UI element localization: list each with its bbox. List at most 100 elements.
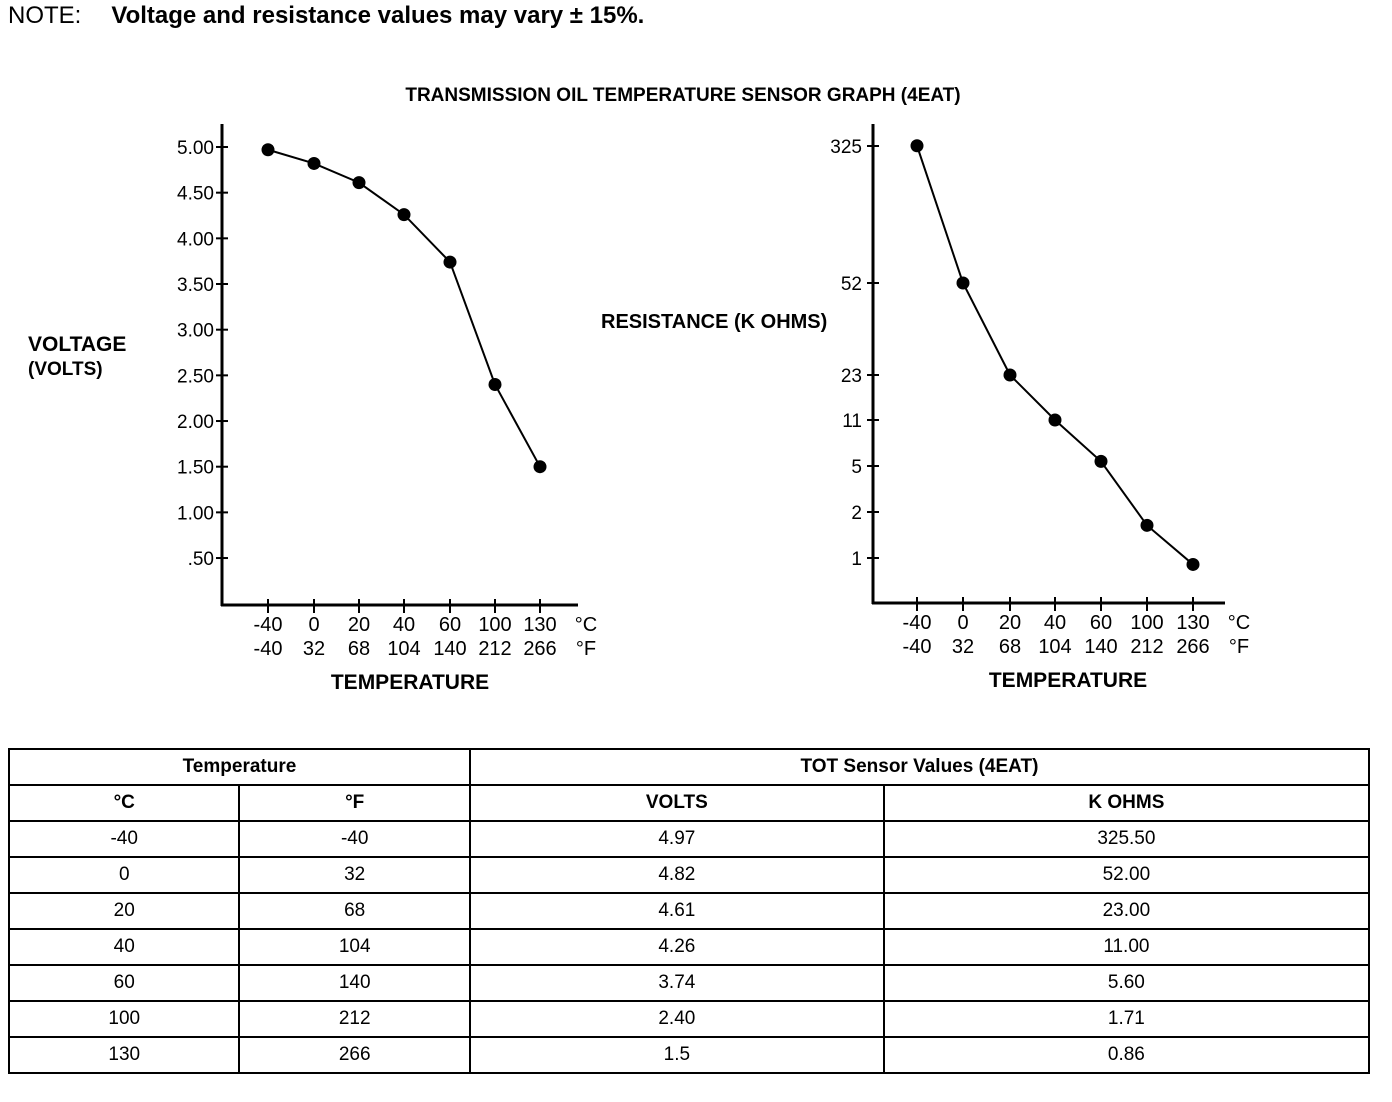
table-row: 40 104 4.26 11.00 [7, 928, 1371, 966]
y-tick-label: 2.00 [177, 412, 214, 433]
column-header: °F [238, 784, 471, 822]
table-cell: 2.40 [468, 1000, 885, 1038]
x-tick-label-f: 32 [952, 636, 974, 658]
table-cell: 4.97 [468, 820, 885, 858]
resistance-point [1048, 413, 1062, 427]
x-tick-label-f: 68 [999, 636, 1021, 658]
table-cell: 1.71 [882, 1000, 1371, 1038]
voltage-point [261, 143, 275, 157]
x-tick-label-f: -40 [903, 636, 932, 658]
table-row: -40 -40 4.97 325.50 [7, 820, 1371, 858]
table-cell: 32 [238, 856, 471, 894]
table-cell: 4.82 [468, 856, 885, 894]
table-cell: -40 [7, 820, 241, 858]
column-header: K OHMS [882, 784, 1371, 822]
table-cell: 104 [238, 928, 471, 966]
note-text: Voltage and resistance values may vary ±… [111, 2, 645, 29]
resistance-line [916, 145, 1194, 566]
group-temperature: Temperature [8, 748, 471, 786]
x-tick-label-f: 104 [387, 638, 420, 660]
charts: TRANSMISSION OIL TEMPERATURE SENSOR GRAP… [28, 85, 1250, 694]
x-tick-label-f: -40 [254, 638, 283, 660]
x-tick-label-f: 212 [478, 638, 511, 660]
table-cell: 4.26 [468, 928, 885, 966]
table-cell: 23.00 [882, 892, 1371, 930]
table-cell: -40 [238, 820, 471, 858]
x-tick-label-f: 32 [303, 638, 325, 660]
table-cell: 5.60 [882, 964, 1371, 1002]
y-tick-label: 11 [842, 411, 862, 432]
voltage-point [488, 377, 502, 391]
y-tick-label: 5.00 [177, 138, 214, 159]
x-tick-label-c: 0 [308, 614, 319, 636]
y-tick-label: 2 [851, 503, 862, 524]
unit-f: °F [1229, 636, 1249, 658]
group-tot: TOT Sensor Values (4EAT) [468, 748, 1371, 786]
voltage-point [443, 255, 457, 269]
table-cell: 266 [238, 1036, 471, 1074]
column-header: °C [7, 784, 241, 822]
x-tick-label-c: -40 [903, 612, 932, 634]
y-axis-label: (VOLTS) [28, 359, 103, 380]
resistance-point [956, 276, 970, 290]
resistance-point [1186, 557, 1200, 571]
y-tick-label: 2.50 [177, 366, 214, 387]
y-tick-label: 5 [851, 457, 862, 478]
table-cell: 140 [238, 964, 471, 1002]
y-axis-label: VOLTAGE [28, 333, 126, 356]
table-cell: 4.61 [468, 892, 885, 930]
x-axis-label: TEMPERATURE [331, 671, 489, 694]
x-tick-label-c: 40 [393, 614, 415, 636]
y-tick-label: 4.00 [177, 229, 214, 250]
y-tick-label: 4.50 [177, 184, 214, 205]
x-tick-label-c: 0 [957, 612, 968, 634]
table-row: 100 212 2.40 1.71 [7, 1000, 1371, 1038]
table-cell: 0 [7, 856, 241, 894]
y-tick-label: .50 [188, 549, 214, 570]
sensor-table: Temperature TOT Sensor Values (4EAT) °C °F… [7, 748, 1371, 1074]
unit-c: °C [575, 614, 597, 636]
table-cell: 130 [7, 1036, 241, 1074]
x-tick-label-f: 140 [433, 638, 466, 660]
resistance-point [1094, 454, 1108, 468]
resistance-point [1140, 518, 1154, 532]
column-header: VOLTS [468, 784, 885, 822]
table-row: 60 140 3.74 5.60 [7, 964, 1371, 1002]
x-axis-label: TEMPERATURE [989, 669, 1147, 692]
table-cell: 0.86 [882, 1036, 1371, 1074]
x-tick-label-c: 20 [999, 612, 1021, 634]
table-cell: 11.00 [882, 928, 1371, 966]
x-tick-label-f: 266 [523, 638, 556, 660]
x-tick-label-c: 40 [1044, 612, 1066, 634]
x-tick-label-c: 100 [1130, 612, 1163, 634]
table-cell: 40 [7, 928, 241, 966]
y-tick-label: 52 [841, 274, 862, 295]
voltage-point [397, 208, 411, 222]
table-cell: 3.74 [468, 964, 885, 1002]
y-tick-label: 3.50 [177, 275, 214, 296]
chart-title: TRANSMISSION OIL TEMPERATURE SENSOR GRAP… [405, 85, 960, 106]
y-tick-label: 1.50 [177, 458, 214, 479]
y-tick-label: 1.00 [177, 503, 214, 524]
table-cell: 212 [238, 1000, 471, 1038]
x-tick-label-c: -40 [254, 614, 283, 636]
table-cell: 68 [238, 892, 471, 930]
y-tick-label: 3.00 [177, 321, 214, 342]
x-tick-label-c: 130 [523, 614, 556, 636]
voltage-point [533, 460, 547, 474]
note-label: NOTE: [8, 2, 82, 29]
x-tick-label-f: 68 [348, 638, 370, 660]
x-tick-label-f: 212 [1130, 636, 1163, 658]
x-tick-label-c: 60 [439, 614, 461, 636]
x-tick-label-c: 20 [348, 614, 370, 636]
table-cell: 100 [7, 1000, 241, 1038]
y-tick-label: 325 [830, 137, 862, 158]
voltage-point [307, 156, 321, 170]
y-tick-label: 1 [851, 549, 862, 570]
table-row: 0 32 4.82 52.00 [7, 856, 1371, 894]
x-tick-label-f: 104 [1038, 636, 1071, 658]
note: NOTE: Voltage and resistance values may v… [8, 2, 644, 30]
resistance-point [910, 139, 924, 153]
unit-f: °F [576, 638, 596, 660]
table-cell: 1.5 [468, 1036, 885, 1074]
